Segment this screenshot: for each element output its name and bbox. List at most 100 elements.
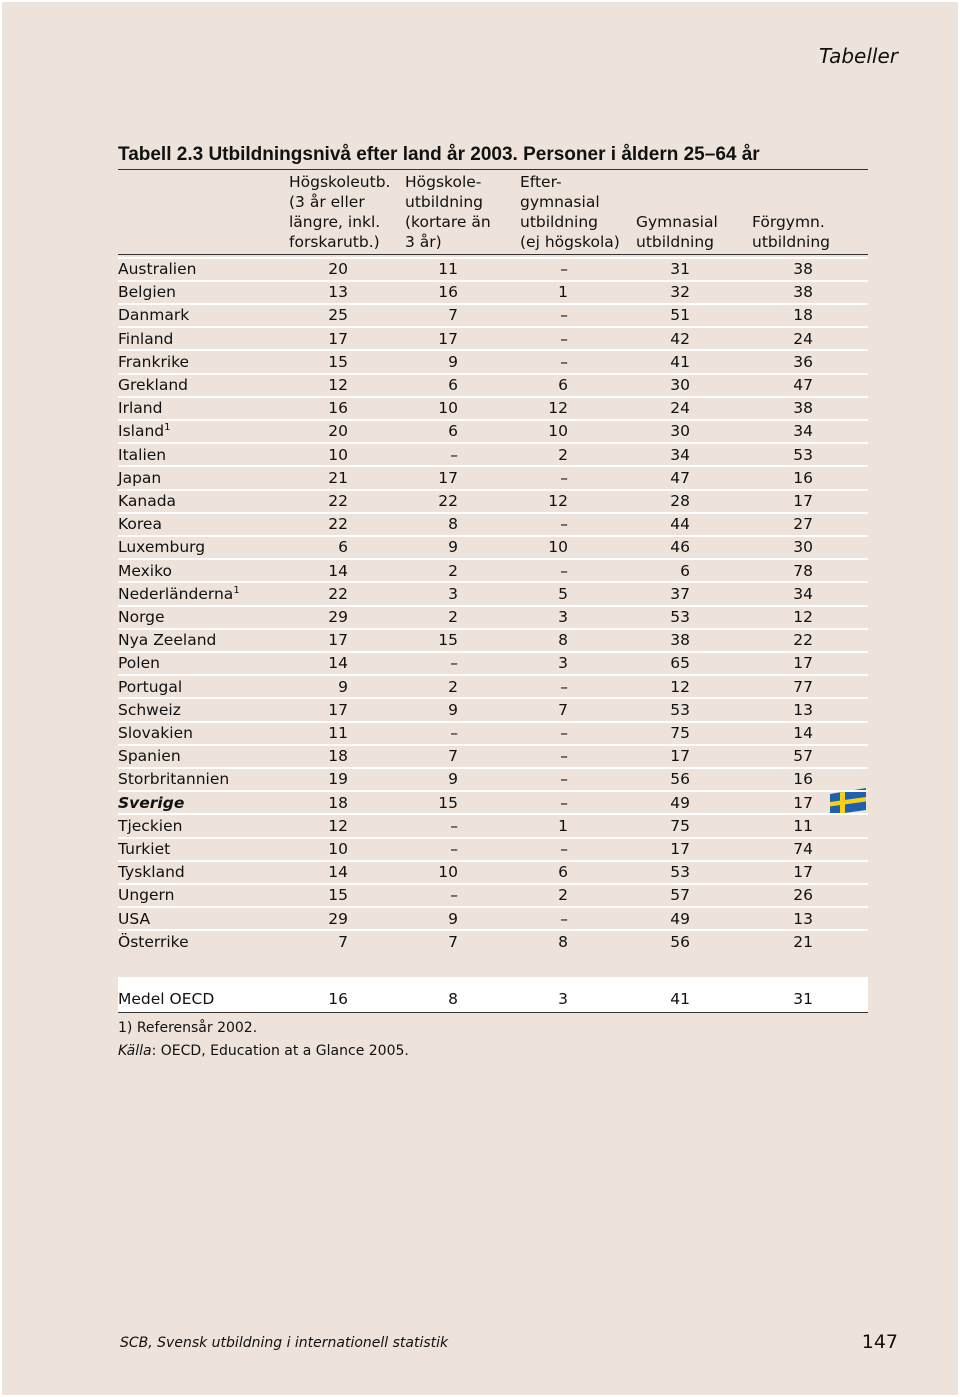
cell: 12 bbox=[793, 608, 813, 626]
cell: 1 bbox=[558, 816, 568, 835]
row-separator bbox=[118, 511, 868, 514]
cell: – bbox=[450, 654, 458, 673]
country: Slovakien bbox=[118, 724, 193, 742]
cell: 34 bbox=[793, 422, 813, 441]
cell: 7 bbox=[448, 306, 458, 325]
row-label: Österrike bbox=[118, 931, 189, 954]
row-label: Kanada bbox=[118, 490, 176, 513]
row-label: Frankrike bbox=[118, 351, 189, 374]
row-label: Spanien bbox=[118, 745, 181, 768]
cell: 2 bbox=[448, 608, 458, 626]
footnote-mark: 1 bbox=[164, 422, 171, 434]
cell: 53 bbox=[670, 700, 690, 719]
cell: 16 bbox=[328, 990, 348, 1008]
row-label: Japan bbox=[118, 467, 161, 490]
cell: 38 bbox=[670, 631, 690, 650]
row-label: Finland bbox=[118, 328, 173, 351]
cell: 53 bbox=[793, 445, 813, 464]
row-label: Sverige bbox=[118, 792, 184, 815]
cell: 38 bbox=[793, 260, 813, 278]
country: Tyskland bbox=[118, 863, 185, 882]
country: Island bbox=[118, 422, 165, 441]
row-label: Medel OECD bbox=[118, 988, 214, 1011]
country: USA bbox=[118, 909, 151, 928]
row-label: Norge bbox=[118, 606, 165, 629]
cell: 14 bbox=[793, 724, 813, 742]
row-label: Nederländerna1 bbox=[118, 583, 240, 606]
row-label: Italien bbox=[118, 444, 166, 467]
cell: 22 bbox=[328, 584, 348, 603]
cell: 6 bbox=[558, 863, 568, 882]
cell: 31 bbox=[670, 260, 690, 278]
cell: 18 bbox=[328, 747, 348, 766]
country: Nya Zeeland bbox=[118, 631, 217, 650]
cell: 9 bbox=[448, 352, 458, 371]
cell: 17 bbox=[793, 492, 813, 510]
cell: 34 bbox=[793, 584, 813, 603]
row-separator bbox=[118, 882, 868, 885]
cell: 16 bbox=[793, 468, 813, 487]
cell: – bbox=[560, 561, 568, 580]
cell: 13 bbox=[793, 700, 813, 719]
cell: 10 bbox=[328, 445, 348, 464]
cell: 11 bbox=[793, 816, 813, 835]
cell: 17 bbox=[793, 793, 813, 812]
row-separator bbox=[118, 442, 868, 445]
country: Nederländerna bbox=[118, 584, 234, 603]
cell: 57 bbox=[670, 886, 690, 905]
cell: 3 bbox=[558, 990, 568, 1008]
cell: 20 bbox=[328, 422, 348, 441]
row-label: Portugal bbox=[118, 676, 182, 699]
cell: 42 bbox=[670, 329, 690, 348]
row-separator bbox=[118, 859, 868, 862]
country: Mexiko bbox=[118, 561, 173, 580]
row-separator bbox=[118, 929, 868, 932]
row-separator bbox=[118, 279, 868, 282]
row-separator bbox=[118, 743, 868, 746]
row-label: Tyskland bbox=[118, 861, 185, 884]
cell: – bbox=[560, 468, 568, 487]
footnote: 1) Referensår 2002. bbox=[118, 1020, 258, 1036]
country: Luxemburg bbox=[118, 538, 206, 557]
country: Ungern bbox=[118, 886, 175, 905]
cell: 14 bbox=[328, 561, 348, 580]
cell: 12 bbox=[328, 376, 348, 394]
row-separator bbox=[118, 256, 868, 259]
column-header: forskarutb.) bbox=[289, 233, 380, 251]
cell: – bbox=[560, 770, 568, 789]
cell: 21 bbox=[328, 468, 348, 487]
cell: 9 bbox=[338, 677, 348, 696]
cell: – bbox=[560, 352, 568, 371]
cell: 16 bbox=[438, 283, 458, 302]
cell: 6 bbox=[448, 422, 458, 441]
row-separator bbox=[118, 326, 868, 329]
cell: 10 bbox=[438, 863, 458, 882]
cell: 38 bbox=[793, 283, 813, 302]
country: Schweiz bbox=[118, 700, 181, 719]
cell: 17 bbox=[328, 631, 348, 650]
cell: 12 bbox=[548, 399, 568, 418]
row-separator bbox=[118, 790, 868, 793]
cell: 6 bbox=[558, 376, 568, 394]
cell: 8 bbox=[448, 990, 458, 1008]
cell: – bbox=[560, 329, 568, 348]
cell: 75 bbox=[670, 816, 690, 835]
column-header: utbildning bbox=[520, 213, 598, 231]
section-title: Tabeller bbox=[818, 44, 898, 68]
cell: 22 bbox=[328, 492, 348, 510]
cell: 21 bbox=[793, 932, 813, 951]
row-label: Belgien bbox=[118, 281, 176, 304]
country: Korea bbox=[118, 515, 162, 534]
swedish-flag bbox=[830, 788, 866, 815]
cell: 20 bbox=[328, 260, 348, 278]
row-label: USA bbox=[118, 908, 150, 931]
country: Tjeckien bbox=[118, 816, 183, 835]
column-header: utbildning bbox=[405, 193, 483, 211]
cell: 31 bbox=[793, 990, 813, 1008]
cell: 2 bbox=[448, 677, 458, 696]
cell: 7 bbox=[338, 932, 348, 951]
cell: 75 bbox=[670, 724, 690, 742]
cell: 6 bbox=[448, 376, 458, 394]
cell: 7 bbox=[558, 700, 568, 719]
row-separator bbox=[118, 372, 868, 375]
